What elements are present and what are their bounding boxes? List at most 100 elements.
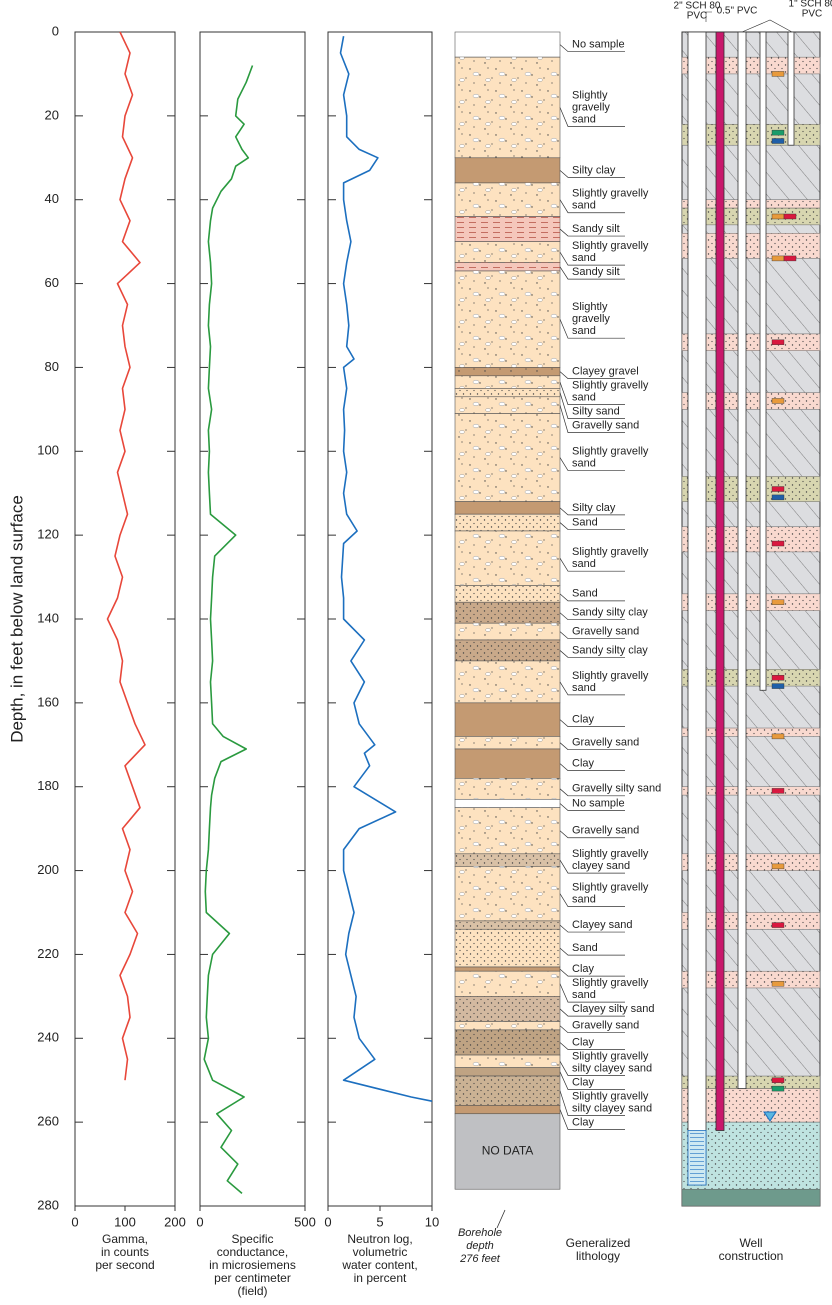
lithology-label: Slightly gravelly [572,188,649,200]
borehole-note: Borehole [458,1227,502,1239]
lithology-pattern [455,242,560,263]
lithology-label: Clay [572,1076,595,1088]
well-tube [788,32,794,145]
lithology-pattern [455,1030,560,1055]
lithology-label: Sand [572,942,598,954]
lithology-pattern [455,585,560,602]
lithology-pattern [455,216,560,241]
x-axis-label: per second [95,1258,154,1272]
lithology-pattern [455,623,560,640]
sensor [772,600,784,605]
lithology-label: gravelly [572,101,610,113]
y-tick-label: 280 [37,1197,59,1212]
sensor [772,1078,784,1083]
y-tick-label: 240 [37,1030,59,1045]
well-tube [738,32,746,1089]
lithology-label: No sample [572,797,625,809]
lithology-pattern [455,736,560,749]
well-tube [716,32,724,1131]
sensor [772,495,784,500]
lithology-label: sand [572,325,596,337]
x-axis-label: in microsiemens [209,1258,296,1272]
sensor [772,340,784,345]
lithology-label: Clay [572,1036,595,1048]
borehole-note: 276 feet [459,1253,501,1265]
x-axis-label: conductance, [217,1245,288,1259]
lithology-interval [455,502,560,515]
lithology-pattern [455,183,560,217]
lithology-label: Gravelly sand [572,1020,639,1032]
lithology-pattern [455,640,560,661]
sensor [772,684,784,689]
lithology-pattern [455,602,560,623]
lithology-inner-label: NO DATA [482,1144,534,1158]
x-axis-label: Specific [231,1232,273,1246]
x-axis-label: water content, [341,1258,417,1272]
lithology-pattern [455,661,560,703]
leader-line [497,1210,505,1228]
lithology-label: silty clayey sand [572,1102,652,1114]
lithology-pattern [455,1022,560,1030]
lithology-label: sand [572,392,596,404]
sensor [772,487,784,492]
lithology-label: sand [572,113,596,125]
lithology-interval [455,703,560,737]
x-axis-label: in percent [354,1271,407,1285]
sensor [772,981,784,986]
y-tick-label: 180 [37,778,59,793]
sensor [772,734,784,739]
lithology-interval [455,32,560,57]
lithology-label: Sandy silty clay [572,644,648,656]
lithology-pattern [455,1076,560,1105]
lithology-label: Gravelly sand [572,825,639,837]
lithology-pattern [455,866,560,921]
y-tick-label: 120 [37,527,59,542]
lithology-label: Slightly gravelly [572,882,649,894]
y-tick-label: 20 [45,107,59,122]
lithology-label: Sandy silt [572,266,620,278]
lithology-label: sand [572,200,596,212]
well-tube [760,32,766,690]
x-tick-label: 0 [71,1214,78,1229]
lithology-label: Slightly gravelly [572,240,649,252]
sensor [784,256,796,261]
lithology-label: Sand [572,588,598,600]
y-tick-label: 60 [45,275,59,290]
log-curve [341,36,433,1101]
lithology-label: Slightly [572,301,608,313]
y-tick-label: 260 [37,1114,59,1129]
sensor [772,130,784,135]
page: Depth, in feet below land surface 020406… [0,0,832,1305]
lithology-label: Slightly gravelly [572,1090,649,1102]
lithology-label: Slightly gravelly [572,670,649,682]
lithology-label: sand [572,682,596,694]
log-curve [108,32,146,1080]
lithology-label: Slightly gravelly [572,848,649,860]
lithology-label: Slightly gravelly [572,445,649,457]
lithology-interval [455,799,560,807]
lithology-interval [455,749,560,778]
lithology-label: Slightly gravelly [572,977,649,989]
lithology-label: Slightly [572,89,608,101]
borehole-note: depth [466,1240,494,1252]
y-tick-label: 100 [37,443,59,458]
lithology-pattern [455,1055,560,1068]
lithology-label: Silty clay [572,164,616,176]
lithology-label: clayey sand [572,860,630,872]
lithology-label: Sand [572,516,598,528]
lithology-label: sand [572,457,596,469]
lithology-pattern [455,971,560,996]
lithology-label: No sample [572,38,625,50]
lithology-label: sand [572,558,596,570]
casing-label: PVC [802,9,823,20]
lithology-label: Clay [572,1116,595,1128]
y-tick-label: 0 [52,23,59,38]
lithology-label: Slightly gravelly [572,546,649,558]
track-frame [200,32,305,1206]
leader-line [742,20,792,32]
sensor [772,788,784,793]
y-axis-label: Depth, in feet below land surface [7,495,26,743]
lithology-label: Gravelly silty sand [572,783,661,795]
lithology-label: gravelly [572,313,610,325]
lithology-label: Gravelly sand [572,625,639,637]
